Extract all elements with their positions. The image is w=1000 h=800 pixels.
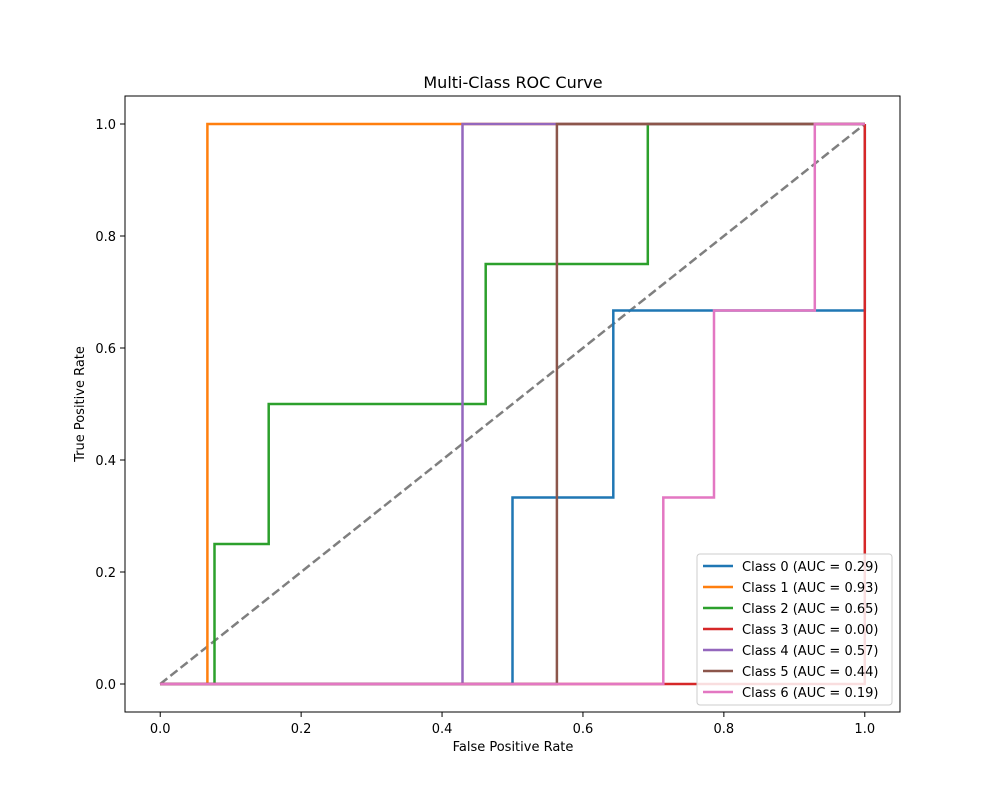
legend-label-class-0: Class 0 (AUC = 0.29) <box>742 560 878 575</box>
legend-label-class-3: Class 3 (AUC = 0.00) <box>742 623 878 638</box>
legend-label-class-4: Class 4 (AUC = 0.57) <box>742 644 878 659</box>
legend-label-class-6: Class 6 (AUC = 0.19) <box>742 686 878 701</box>
y-tick-label: 0.8 <box>95 230 116 245</box>
y-tick-label: 0.2 <box>95 566 116 581</box>
legend-label-class-1: Class 1 (AUC = 0.93) <box>742 581 878 596</box>
y-tick-label: 0.4 <box>95 454 116 469</box>
y-tick-label: 1.0 <box>95 118 116 133</box>
legend-box <box>696 553 893 706</box>
y-tick-label: 0.0 <box>95 678 116 693</box>
legend-label-class-2: Class 2 (AUC = 0.65) <box>742 602 878 617</box>
x-tick-label: 0.2 <box>291 722 312 737</box>
plot-area <box>159 122 867 686</box>
y-axis-label: True Positive Rate <box>73 346 88 463</box>
roc-curve-class-6 <box>160 122 865 686</box>
roc-curve-class-2 <box>160 122 865 686</box>
y-tick-label: 0.6 <box>95 342 116 357</box>
x-axis: 0.0 0.2 0.4 0.6 0.8 1.0 <box>150 712 875 737</box>
chance-diagonal-line <box>159 123 866 685</box>
x-tick-label: 0.0 <box>150 722 171 737</box>
x-tick-label: 0.6 <box>573 722 594 737</box>
x-axis-label: False Positive Rate <box>453 740 574 755</box>
chart-title: Multi-Class ROC Curve <box>423 73 602 92</box>
legend: Class 0 (AUC = 0.29) Class 1 (AUC = 0.93)… <box>696 553 893 706</box>
plot-frame <box>124 95 901 713</box>
x-tick-label: 0.4 <box>432 722 453 737</box>
x-tick-label: 1.0 <box>854 722 875 737</box>
y-axis: 0.0 0.2 0.4 0.6 0.8 1.0 <box>95 118 125 693</box>
legend-label-class-5: Class 5 (AUC = 0.44) <box>742 665 878 680</box>
x-tick-label: 0.8 <box>714 722 735 737</box>
